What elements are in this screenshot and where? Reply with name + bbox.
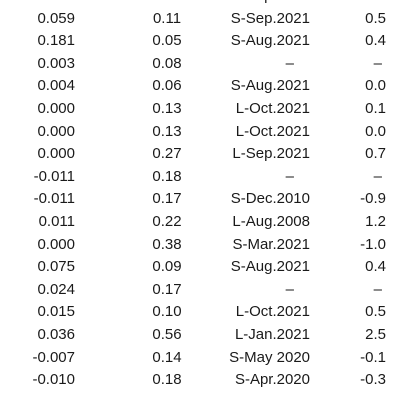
period-cell: L-Aug.2008 — [232, 212, 310, 230]
coefficient-cell: 0.18 — [152, 371, 182, 389]
coefficient-cell: 0.38 — [152, 235, 182, 253]
value-cell: 0.000 — [37, 122, 75, 140]
table-row: 0.053 0.12 S-Sep.2021 0.5 — [0, 0, 400, 8]
change-cell: – — [373, 167, 382, 185]
change-cell: -1.0 — [360, 235, 386, 253]
period-cell: L-Sep.2021 — [232, 145, 310, 163]
change-cell: 1.2 — [365, 212, 386, 230]
value-cell: 0.015 — [37, 303, 75, 321]
value-cell: 0.000 — [37, 235, 75, 253]
change-cell: 0.4 — [365, 258, 386, 276]
table-row: 0.036 0.56 L-Jan.2021 2.5 — [0, 324, 400, 347]
period-cell: L-Oct.2021 — [235, 122, 310, 140]
change-cell: 0.0 — [365, 122, 386, 140]
period-cell: L-Oct.2021 — [235, 303, 310, 321]
coefficient-cell: 0.08 — [152, 54, 182, 72]
change-cell: 0.5 — [365, 9, 386, 27]
table-row: 0.000 0.13 L-Oct.2021 0.1 — [0, 98, 400, 121]
period-cell: S-Mar.2021 — [232, 235, 310, 253]
period-cell: S-Apr.2020 — [234, 371, 310, 389]
coefficient-cell: 0.12 — [137, 0, 197, 8]
value-cell: 0.059 — [37, 9, 75, 27]
value-cell: 0.036 — [37, 325, 75, 343]
coefficient-cell: 0.17 — [152, 190, 182, 208]
coefficient-cell: 0.06 — [152, 77, 182, 95]
change-cell: 0.7 — [365, 145, 386, 163]
change-cell: -0.1 — [360, 348, 386, 366]
change-cell: -0.3 — [360, 371, 386, 389]
period-cell: S-May 2020 — [229, 348, 310, 366]
table-row: -0.011 0.18 – – — [0, 166, 400, 189]
coefficient-cell: 0.11 — [152, 9, 182, 27]
period-cell: – — [285, 167, 294, 185]
period-cell: – — [285, 280, 294, 298]
value-cell: 0.000 — [37, 99, 75, 117]
period-cell: S-Sep.2021 — [231, 0, 310, 8]
change-cell: 0.5 — [365, 303, 386, 321]
period-cell: S-Aug.2021 — [230, 32, 310, 50]
value-cell: 0.053 — [37, 0, 75, 8]
coefficient-cell: 0.22 — [152, 212, 182, 230]
table-row: 0.003 0.08 – – — [0, 53, 400, 76]
table-row: 0.004 0.06 S-Aug.2021 0.0 — [0, 75, 400, 98]
change-cell: – — [373, 280, 382, 298]
value-cell: 0.181 — [37, 32, 75, 50]
change-cell: – — [373, 54, 382, 72]
period-cell: S-Aug.2021 — [230, 77, 310, 95]
coefficient-cell: 0.10 — [152, 303, 182, 321]
period-cell: S-Dec.2010 — [230, 190, 310, 208]
period-cell: L-Jan.2021 — [234, 325, 310, 343]
table-row: 0.015 0.10 L-Oct.2021 0.5 — [0, 301, 400, 324]
coefficient-cell: 0.13 — [152, 122, 182, 140]
period-cell: L-Oct.2021 — [235, 99, 310, 117]
change-cell: 0.4 — [365, 32, 386, 50]
value-cell: 0.011 — [38, 212, 75, 230]
value-cell: 0.024 — [37, 280, 75, 298]
change-cell: 0.1 — [365, 99, 386, 117]
table-row: 0.000 0.27 L-Sep.2021 0.7 — [0, 143, 400, 166]
value-cell: -0.011 — [33, 190, 75, 208]
value-cell: 0.003 — [37, 54, 75, 72]
period-cell: – — [285, 54, 294, 72]
coefficient-cell: 0.17 — [152, 280, 182, 298]
change-cell: 0.5 — [365, 0, 386, 8]
table-row: -0.010 0.18 S-Apr.2020 -0.3 — [0, 369, 400, 392]
coefficient-cell: 0.27 — [152, 145, 182, 163]
period-cell: S-Aug.2021 — [230, 258, 310, 276]
value-cell: -0.010 — [32, 371, 75, 389]
table-row: 0.011 0.22 L-Aug.2008 1.2 — [0, 211, 400, 234]
table-row: -0.007 0.14 S-May 2020 -0.1 — [0, 347, 400, 370]
coefficient-cell: 0.13 — [152, 99, 182, 117]
coefficient-cell: 0.05 — [152, 32, 182, 50]
table-row: 0.075 0.09 S-Aug.2021 0.4 — [0, 256, 400, 279]
value-cell: -0.007 — [32, 348, 75, 366]
change-cell: 2.5 — [365, 325, 386, 343]
value-cell: 0.004 — [37, 77, 75, 95]
table-row: 0.181 0.05 S-Aug.2021 0.4 — [0, 30, 400, 53]
value-cell: 0.000 — [37, 145, 75, 163]
change-cell: 0.0 — [365, 77, 386, 95]
table-row: 0.059 0.11 S-Sep.2021 0.5 — [0, 8, 400, 31]
table-row: 0.024 0.17 – – — [0, 279, 400, 302]
table-row: 0.000 0.13 L-Oct.2021 0.0 — [0, 121, 400, 144]
change-cell: -0.9 — [360, 190, 386, 208]
coefficient-cell: 0.56 — [152, 325, 182, 343]
coefficient-cell: 0.18 — [152, 167, 182, 185]
table-row: -0.011 0.17 S-Dec.2010 -0.9 — [0, 188, 400, 211]
value-cell: 0.075 — [37, 258, 75, 276]
coefficient-cell: 0.09 — [152, 258, 182, 276]
period-cell: S-Sep.2021 — [230, 9, 310, 27]
value-cell: -0.011 — [33, 167, 75, 185]
table-row: 0.000 0.38 S-Mar.2021 -1.0 — [0, 234, 400, 257]
coefficient-cell: 0.14 — [152, 348, 182, 366]
